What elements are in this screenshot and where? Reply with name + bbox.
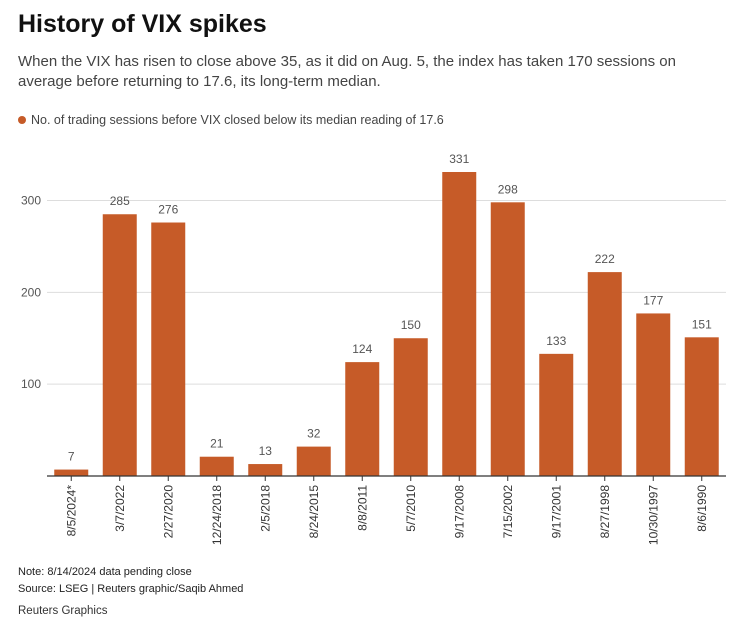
legend-label: No. of trading sessions before VIX close… <box>31 113 444 127</box>
x-tick-label: 12/24/2018 <box>210 485 224 545</box>
data-label: 276 <box>158 203 178 217</box>
x-tick-label: 8/5/2024* <box>64 485 78 537</box>
bar <box>102 214 137 476</box>
data-label: 21 <box>210 437 224 451</box>
x-tick-label: 9/17/2008 <box>452 485 466 539</box>
y-tick-label: 100 <box>21 377 41 391</box>
bar <box>636 313 671 476</box>
bar <box>684 337 719 476</box>
chart-subtitle: When the VIX has risen to close above 35… <box>18 53 676 90</box>
bar <box>296 446 331 476</box>
y-tick-labels: 100 200 300 <box>21 193 41 391</box>
x-tick-label: 8/24/2015 <box>307 485 321 539</box>
footnote: Note: 8/14/2024 data pending close <box>18 566 192 578</box>
x-tick-labels: 8/5/2024* 3/7/2022 2/27/2020 12/24/2018 2/5/… <box>64 476 709 545</box>
x-tick-label: 2/5/2018 <box>258 485 272 532</box>
data-label: 285 <box>110 194 130 208</box>
bar <box>248 464 283 476</box>
bar <box>54 469 89 476</box>
graphic-credit: Reuters Graphics <box>18 605 108 617</box>
data-label: 7 <box>68 450 75 464</box>
y-tick-label: 200 <box>21 285 41 299</box>
y-tick-label: 300 <box>21 193 41 207</box>
bar <box>199 456 234 476</box>
bar-chart: 7 285 276 21 13 32 124 150 331 298 133 222 177 151 10… <box>21 152 726 545</box>
legend-swatch <box>18 116 26 124</box>
legend: No. of trading sessions before VIX close… <box>18 113 444 127</box>
x-tick-label: 8/6/1990 <box>695 485 709 532</box>
data-label: 151 <box>692 317 712 331</box>
bar <box>345 362 380 476</box>
bar <box>442 172 477 476</box>
data-label: 133 <box>546 334 566 348</box>
x-tick-label: 8/27/1998 <box>598 485 612 539</box>
data-label: 150 <box>401 318 421 332</box>
x-tick-label: 8/8/2011 <box>355 485 369 531</box>
bar <box>490 202 525 476</box>
data-label: 298 <box>498 182 518 196</box>
source-credit: Source: LSEG | Reuters graphic/Saqib Ahm… <box>18 583 244 595</box>
x-tick-label: 3/7/2022 <box>113 485 127 532</box>
gridlines <box>47 199 726 385</box>
x-tick-label: 9/17/2001 <box>549 485 563 539</box>
data-label: 177 <box>643 293 663 307</box>
data-label: 13 <box>259 444 273 458</box>
data-label: 222 <box>595 252 615 266</box>
bar <box>151 222 186 476</box>
data-label: 124 <box>352 342 372 356</box>
x-tick-label: 7/15/2002 <box>501 485 515 539</box>
chart-title: History of VIX spikes <box>18 10 267 38</box>
x-tick-label: 2/27/2020 <box>161 485 175 539</box>
bar <box>393 338 428 476</box>
data-label: 331 <box>449 152 469 166</box>
data-label: 32 <box>307 427 321 441</box>
bars: 7 285 276 21 13 32 124 150 331 298 133 222 177 151 <box>54 152 719 476</box>
bar <box>587 272 622 476</box>
x-tick-label: 5/7/2010 <box>404 485 418 532</box>
x-tick-label: 10/30/1997 <box>646 485 660 545</box>
bar <box>539 353 574 476</box>
